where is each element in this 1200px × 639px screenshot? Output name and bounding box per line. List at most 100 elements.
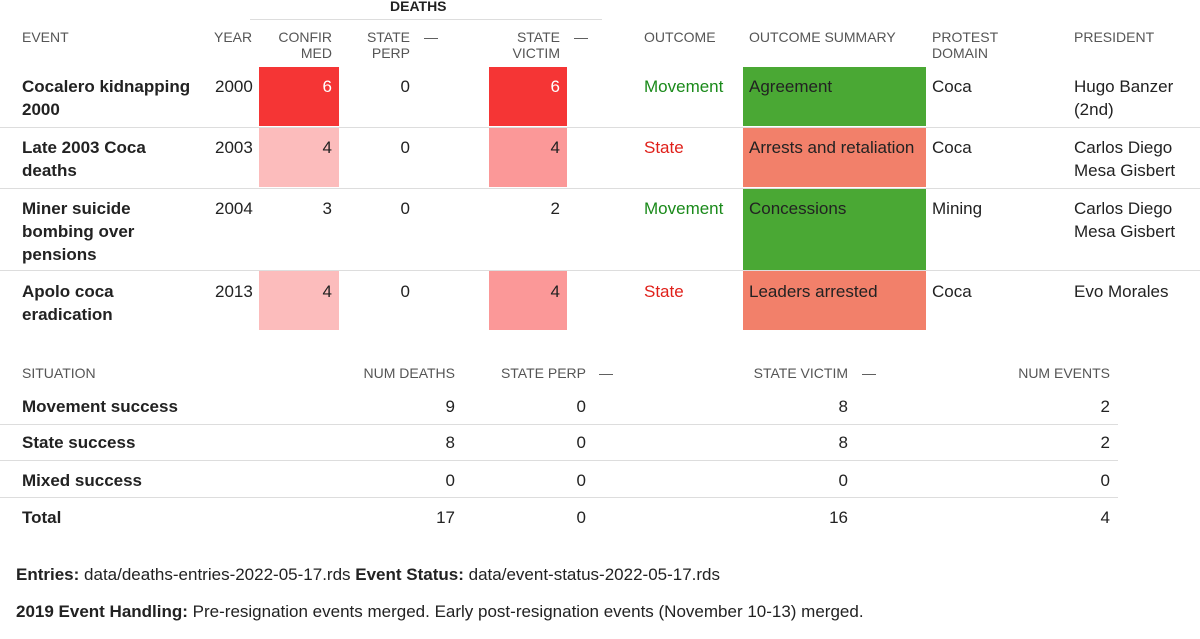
event-year: 2000 <box>215 77 253 96</box>
confirmed-cell-bg <box>259 67 339 126</box>
situation-label: State success <box>22 433 136 452</box>
protest-domain-value: Mining <box>932 199 983 218</box>
event-name: Late 2003 Coca deaths <box>22 138 146 180</box>
col-president: PRESIDENT <box>1074 29 1155 45</box>
entries-label: Entries: <box>16 565 80 584</box>
state-victim-value: 6 <box>550 77 560 96</box>
outcome-summary-value: Concessions <box>749 199 847 218</box>
col-year: YEAR <box>214 29 253 45</box>
num-events-value: 2 <box>1100 397 1110 416</box>
event-handling-note: 2019 Event Handling: Pre-resignation eve… <box>16 601 864 623</box>
protest-domain-value: Coca <box>932 77 972 96</box>
col-situation: SITUATION <box>22 365 96 381</box>
confirmed-value: 4 <box>322 282 332 301</box>
state-victim-value: 8 <box>838 433 848 452</box>
outcome-value: State <box>644 282 684 301</box>
outcome-value: Movement <box>644 199 724 218</box>
event-handling-label: 2019 Event Handling: <box>16 602 188 621</box>
col-state-perp: STATE PERP <box>366 29 410 61</box>
state-perp-value: 0 <box>400 77 410 96</box>
protest-domain-value: Coca <box>932 138 972 157</box>
outcome-value: Movement <box>644 77 724 96</box>
col-dash-1: — <box>599 365 613 381</box>
deaths-group-underline <box>250 19 602 20</box>
outcome-value: State <box>644 138 684 157</box>
event-year: 2004 <box>215 199 253 218</box>
situation-label: Movement success <box>22 397 178 416</box>
confirmed-cell-bg <box>259 271 339 330</box>
row-divider <box>0 127 1200 128</box>
confirmed-value: 4 <box>322 138 332 157</box>
state-victim-value: 4 <box>550 138 560 157</box>
protest-domain-value: Coca <box>932 282 972 301</box>
row-divider <box>0 270 1200 271</box>
state-perp-value: 0 <box>400 138 410 157</box>
col-dash-2: — <box>862 365 876 381</box>
event-name: Cocalero kidnapping 2000 <box>22 77 191 119</box>
event-status-value: data/event-status-2022-05-17.rds <box>468 565 721 584</box>
state-victim-value: 8 <box>838 397 848 416</box>
summary-row-divider <box>0 497 1118 498</box>
confirmed-cell-bg <box>259 128 339 187</box>
col-num-deaths: NUM DEATHS <box>363 365 455 381</box>
state-victim-value: 0 <box>838 471 848 490</box>
outcome-summary-cell-bg <box>743 128 926 187</box>
num-events-value: 4 <box>1100 508 1110 527</box>
col-state-perp: STATE PERP <box>500 365 586 381</box>
deaths-group-header: DEATHS <box>390 0 447 14</box>
state-perp-value: 0 <box>576 471 586 490</box>
state-victim-value: 16 <box>829 508 848 527</box>
state-perp-value: 0 <box>400 199 410 218</box>
num-events-value: 2 <box>1100 433 1110 452</box>
state-victim-cell-bg <box>489 271 567 330</box>
outcome-summary-value: Arrests and retaliation <box>749 138 915 157</box>
event-status-label: Event Status: <box>355 565 464 584</box>
summary-row-divider <box>0 424 1118 425</box>
outcome-summary-cell-bg <box>743 189 926 270</box>
president-value: Evo Morales <box>1074 282 1169 301</box>
event-year: 2003 <box>215 138 253 157</box>
col-event: EVENT <box>22 29 69 45</box>
situation-label: Total <box>22 508 62 527</box>
col-protest-domain: PROTEST DOMAIN <box>932 29 998 61</box>
num-deaths-value: 8 <box>445 433 455 452</box>
data-sources-note: Entries: data/deaths-entries-2022-05-17.… <box>16 564 720 586</box>
state-perp-value: 0 <box>576 433 586 452</box>
num-events-value: 0 <box>1100 471 1110 490</box>
col-outcome: OUTCOME <box>644 29 716 45</box>
president-value: Hugo Banzer (2nd) <box>1074 77 1174 119</box>
event-handling-value: Pre-resignation events merged. Early pos… <box>192 602 864 621</box>
state-victim-cell-bg <box>489 67 567 126</box>
outcome-summary-value: Agreement <box>749 77 833 96</box>
outcome-summary-cell-bg <box>743 271 926 330</box>
state-perp-value: 0 <box>400 282 410 301</box>
event-name: Apolo coca eradication <box>22 282 114 324</box>
num-deaths-value: 9 <box>445 397 455 416</box>
col-state-victim: STATE VICTIM <box>512 29 560 61</box>
col-state-victim: STATE VICTIM <box>753 365 848 381</box>
outcome-summary-value: Leaders arrested <box>749 282 878 301</box>
col-confirmed: CONFIR MED <box>278 29 332 61</box>
state-victim-value: 2 <box>550 199 560 218</box>
col-dash-1: — <box>424 29 438 45</box>
confirmed-value: 3 <box>322 199 332 218</box>
president-value: Carlos Diego Mesa Gisbert <box>1074 199 1176 241</box>
row-divider <box>0 188 1200 189</box>
confirmed-value: 6 <box>322 77 332 96</box>
col-outcome-summary: OUTCOME SUMMARY <box>749 29 896 45</box>
entries-value: data/deaths-entries-2022-05-17.rds <box>84 565 351 584</box>
outcome-summary-cell-bg <box>743 67 926 126</box>
situation-label: Mixed success <box>22 471 143 490</box>
state-victim-value: 4 <box>550 282 560 301</box>
event-name: Miner suicide bombing over pensions <box>22 199 135 264</box>
state-perp-value: 0 <box>576 508 586 527</box>
num-deaths-value: 0 <box>445 471 455 490</box>
num-deaths-value: 17 <box>436 508 455 527</box>
summary-row-divider <box>0 460 1118 461</box>
president-value: Carlos Diego Mesa Gisbert <box>1074 138 1176 180</box>
col-num-events: NUM EVENTS <box>1018 365 1110 381</box>
state-perp-value: 0 <box>576 397 586 416</box>
col-dash-2: — <box>574 29 588 45</box>
event-year: 2013 <box>215 282 253 301</box>
state-victim-cell-bg <box>489 128 567 187</box>
